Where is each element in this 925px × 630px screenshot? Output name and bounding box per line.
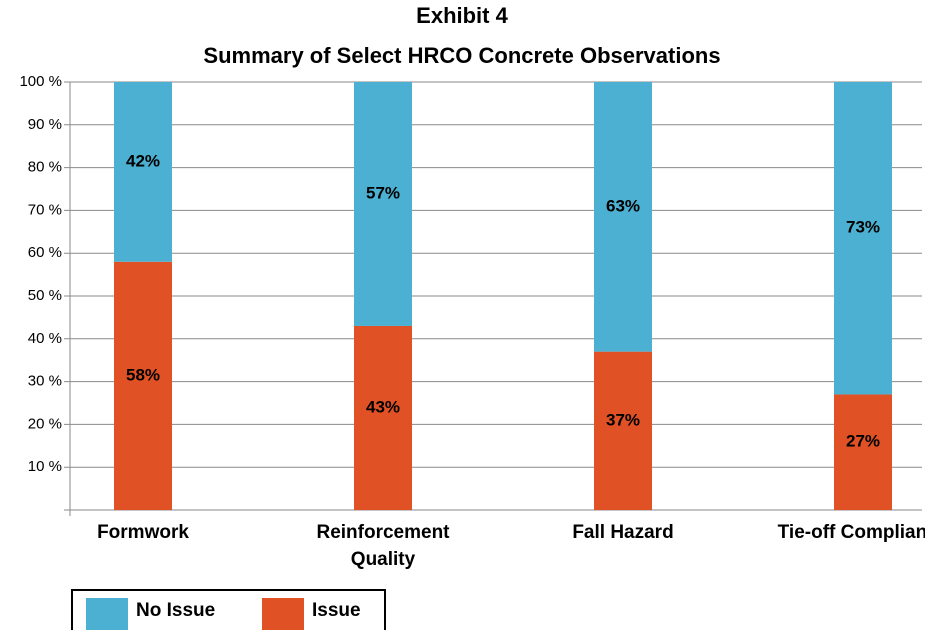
- x-tick-label: Tie-off Compliance: [777, 522, 925, 543]
- data-label: 27%: [846, 432, 880, 451]
- bar-segment: [114, 82, 172, 262]
- chart-title: Exhibit 4: [416, 3, 508, 28]
- legend-swatch: [262, 598, 304, 630]
- bar-segment: [354, 325, 412, 510]
- data-label: 42%: [126, 151, 160, 170]
- bar-segment: [114, 261, 172, 510]
- y-tick-label: 10 %: [28, 458, 62, 475]
- x-tick-label: Fall Hazard: [572, 522, 674, 543]
- legend-label: No Issue: [136, 600, 215, 621]
- data-label: 58%: [126, 365, 160, 384]
- y-tick-label: 20 %: [28, 415, 62, 432]
- legend-swatch: [86, 598, 128, 630]
- y-tick-label: 50 %: [28, 287, 62, 304]
- data-label: 63%: [606, 196, 640, 215]
- data-label: 57%: [366, 183, 400, 202]
- bar-segment: [594, 351, 652, 510]
- chart-subtitle: Summary of Select HRCO Concrete Observat…: [203, 43, 720, 68]
- x-tick-label: Formwork: [97, 522, 189, 543]
- legend-label: Issue: [312, 600, 361, 621]
- bar-segment: [834, 82, 892, 395]
- y-tick-label: 80 %: [28, 159, 62, 176]
- y-tick-label: 30 %: [28, 373, 62, 390]
- bar-segment: [354, 82, 412, 326]
- y-tick-label: 90 %: [28, 116, 62, 133]
- y-tick-label: 70 %: [28, 201, 62, 218]
- x-tick-label: Reinforcement Quality: [316, 522, 450, 570]
- data-label: 43%: [366, 397, 400, 416]
- bar-segment: [834, 394, 892, 510]
- data-label: 37%: [606, 410, 640, 429]
- data-label: 73%: [846, 218, 880, 237]
- bar-segment: [594, 82, 652, 352]
- y-tick-label: 60 %: [28, 244, 62, 261]
- y-tick-label: 100 %: [19, 73, 62, 90]
- y-tick-label: 40 %: [28, 330, 62, 347]
